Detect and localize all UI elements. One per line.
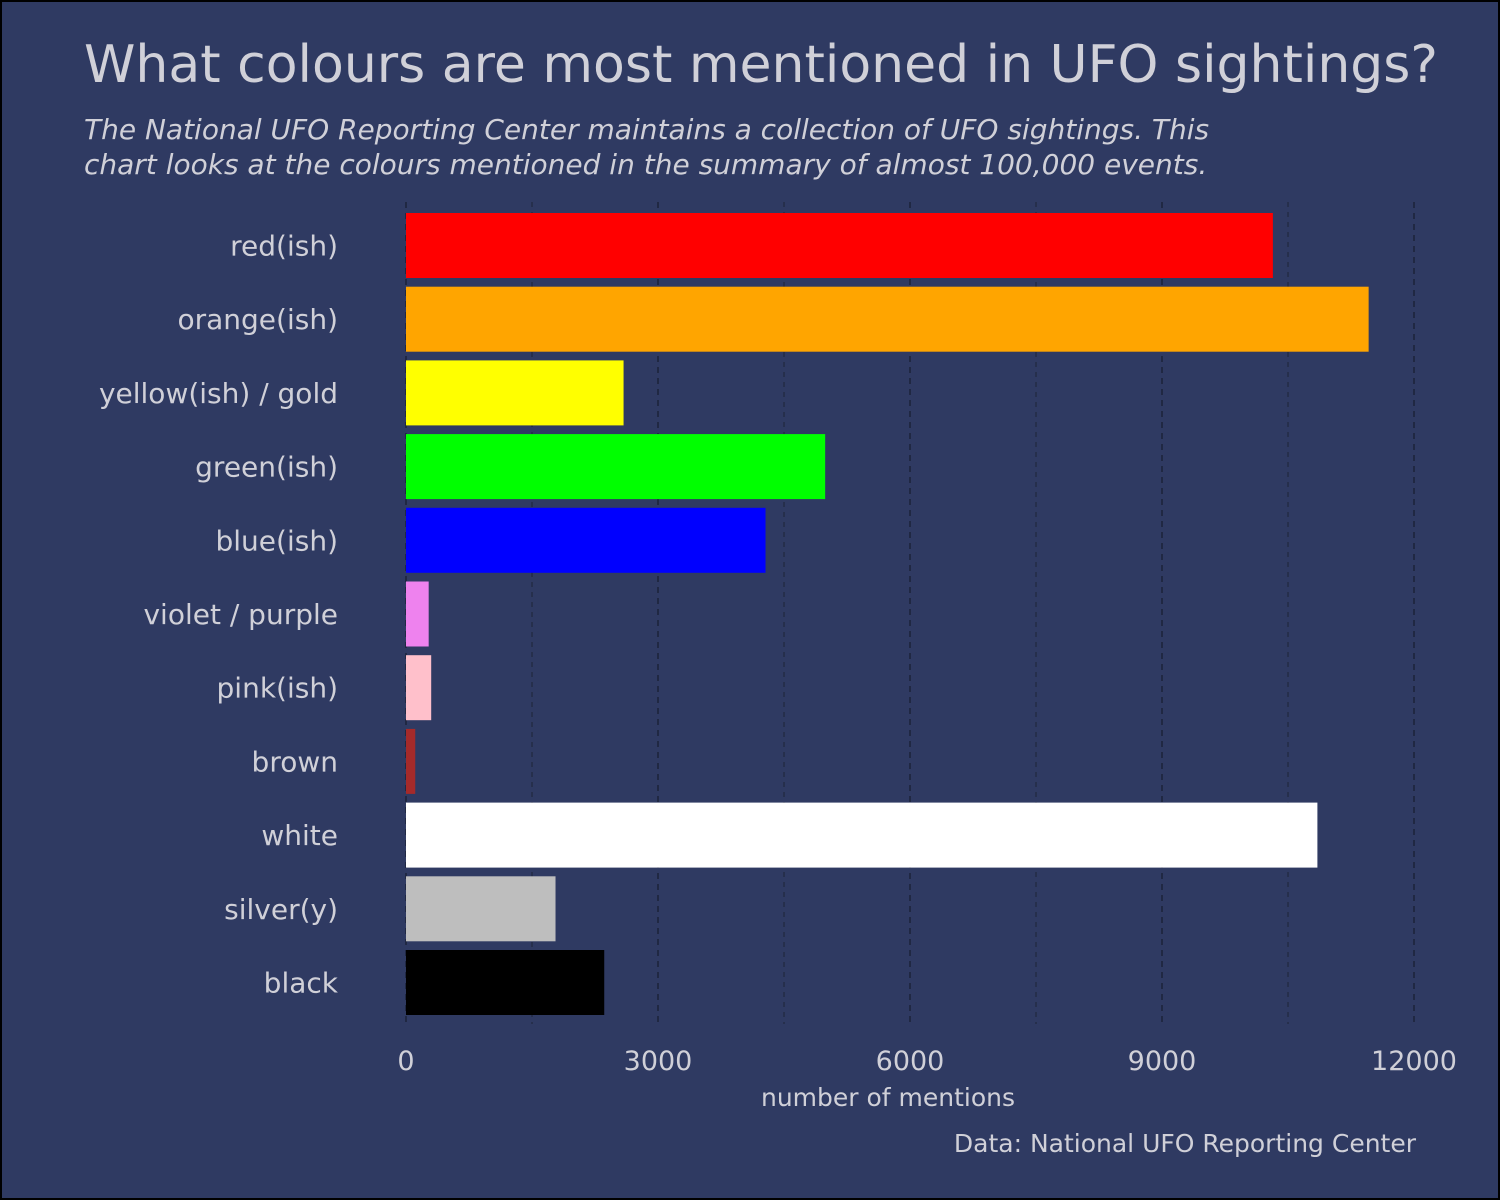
category-label: silver(y): [224, 893, 338, 926]
category-label: pink(ish): [217, 672, 338, 705]
x-tick-label: 0: [397, 1046, 414, 1077]
category-labels: red(ish) orange(ish) yellow(ish) / gold gre…: [99, 230, 339, 1000]
chart-subtitle-line-2: chart looks at the colours mentioned in …: [84, 148, 1207, 181]
category-label: yellow(ish) / gold: [99, 377, 338, 410]
bar-red-ish: [406, 213, 1273, 278]
chart-title: What colours are most mentioned in UFO s…: [84, 35, 1438, 95]
category-label: blue(ish): [216, 524, 339, 557]
x-tick-label: 12000: [1371, 1046, 1457, 1077]
bar-green-ish: [406, 434, 826, 500]
chart-subtitle-line-1: The National UFO Reporting Center mainta…: [84, 113, 1209, 146]
bar-yellow-ish-gold: [406, 360, 624, 426]
x-axis-title: number of mentions: [761, 1083, 1015, 1112]
bar-orange-ish: [406, 286, 1369, 352]
bar-silver-y: [406, 876, 556, 942]
bar-blue-ish: [406, 507, 766, 573]
category-label: brown: [252, 745, 338, 778]
chart-caption: Data: National UFO Reporting Center: [954, 1129, 1417, 1158]
bars: [406, 213, 1369, 1015]
bar-violet-purple: [406, 581, 429, 647]
category-label: green(ish): [195, 451, 338, 484]
category-label: violet / purple: [143, 598, 338, 631]
category-label: red(ish): [230, 230, 338, 263]
x-tick-label: 3000: [624, 1046, 693, 1077]
category-label: white: [261, 819, 338, 852]
bar-black: [406, 950, 605, 1015]
x-tick-label: 6000: [876, 1046, 945, 1077]
x-axis-ticks: 0 3000 6000 9000 12000: [397, 1046, 1457, 1077]
category-label: orange(ish): [177, 303, 338, 336]
bar-white: [406, 802, 1318, 868]
x-tick-label: 9000: [1128, 1046, 1197, 1077]
bar-brown: [406, 728, 416, 794]
bar-pink-ish: [406, 655, 432, 721]
category-label: black: [264, 967, 339, 1000]
